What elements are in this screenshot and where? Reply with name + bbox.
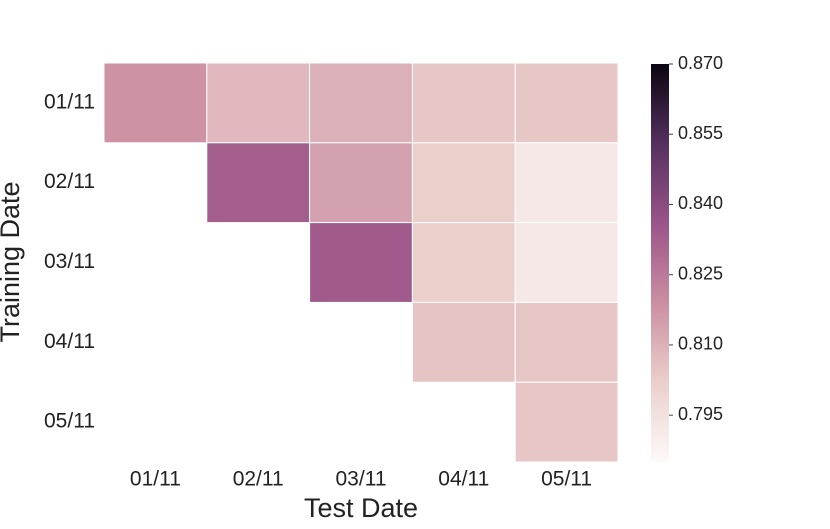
- heatmap-cell: [514, 142, 619, 224]
- heatmap-cell: [411, 62, 516, 144]
- y-tick-label: 04/11: [44, 330, 95, 353]
- colorbar-tick-label: 0.855: [678, 123, 723, 143]
- heatmap-cell: [411, 301, 516, 383]
- heatmap-cell: [411, 222, 516, 303]
- colorbar-tick-label: 0.870: [678, 53, 723, 73]
- x-axis-label: Test Date: [304, 493, 418, 523]
- colorbar-tick-label: 0.795: [678, 404, 723, 424]
- heatmap-cell: [411, 142, 516, 224]
- heatmap-cell: [309, 62, 413, 144]
- y-tick-label: 03/11: [44, 250, 95, 273]
- colorbar: [651, 64, 669, 462]
- x-tick-label: 03/11: [336, 468, 387, 491]
- heatmap-cell: [309, 142, 413, 224]
- heatmap-cell: [514, 62, 619, 144]
- heatmap-cell: [206, 142, 311, 224]
- y-axis-label: Training Date: [0, 181, 25, 342]
- y-tick-label: 01/11: [44, 90, 95, 113]
- x-tick-label: 04/11: [438, 468, 489, 491]
- heatmap-cell: [103, 62, 208, 144]
- heatmap-cell: [514, 222, 619, 303]
- colorbar-tick-label: 0.825: [678, 263, 723, 283]
- heatmap-cell: [206, 62, 311, 144]
- y-tick-label: 02/11: [44, 170, 95, 193]
- heatmap-cell: [309, 222, 413, 303]
- x-tick-label: 02/11: [233, 468, 284, 491]
- x-tick-label: 01/11: [130, 468, 181, 491]
- y-tick-label: 05/11: [44, 410, 95, 433]
- colorbar-tick-label: 0.810: [678, 334, 723, 354]
- colorbar-tick-label: 0.840: [678, 193, 723, 213]
- heatmap-cell: [514, 381, 619, 463]
- x-tick-label: 05/11: [541, 468, 592, 491]
- heatmap-cell: [514, 301, 619, 383]
